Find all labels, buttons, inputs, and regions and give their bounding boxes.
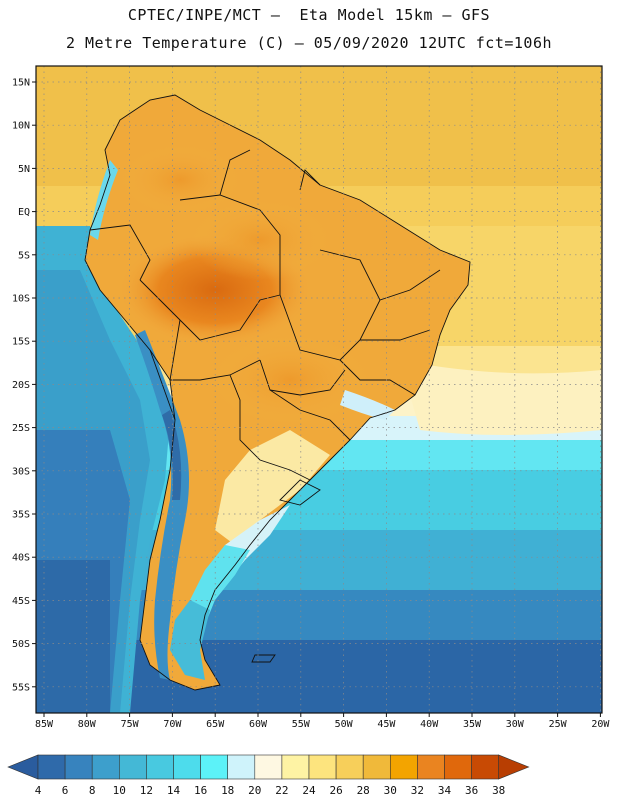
- longitude-label: 65W: [206, 719, 225, 730]
- colorbar-label: 20: [248, 784, 261, 797]
- colorbar-swatch: [200, 754, 229, 780]
- latitude-label: 15S: [12, 337, 30, 348]
- map-title-line2: 2 Metre Temperature (C) – 05/09/2020 12U…: [65, 34, 553, 52]
- longitude-label: 40W: [420, 719, 439, 730]
- latitude-labels: 15N 10N 5N EQ 5S 10S 15S 20S 25S 30S 35S 40S 45S 50S 5…: [12, 78, 36, 693]
- longitude-label: 70W: [163, 719, 182, 730]
- colorbar-label: 6: [62, 784, 69, 797]
- colorbar-label: 22: [275, 784, 288, 797]
- latitude-label: EQ: [18, 207, 30, 218]
- colorbar-label: 12: [140, 784, 153, 797]
- longitude-label: 80W: [78, 719, 97, 730]
- colorbar-swatch: [146, 754, 174, 780]
- colorbar-label: 16: [194, 784, 207, 797]
- longitude-label: 35W: [463, 719, 482, 730]
- latitude-label: 45S: [12, 596, 30, 607]
- latitude-label: 40S: [12, 553, 30, 564]
- colorbar-label: 28: [357, 784, 370, 797]
- colorbar-swatch: [362, 754, 391, 780]
- colorbar-label: 34: [438, 784, 452, 797]
- temperature-field: [36, 66, 602, 713]
- colorbar-label: 24: [302, 784, 316, 797]
- colorbar-label: 30: [384, 784, 397, 797]
- latitude-label: 50S: [12, 639, 30, 650]
- latitude-label: 5N: [18, 164, 30, 175]
- colorbar-swatch: [64, 754, 93, 780]
- longitude-label: 60W: [249, 719, 268, 730]
- country-borders: [84, 94, 471, 691]
- colorbar-swatch: [37, 754, 66, 780]
- colorbar-label: 32: [411, 784, 424, 797]
- latitude-label: 30S: [12, 466, 30, 477]
- colorbar-label: 18: [221, 784, 234, 797]
- colorbar-label: 38: [492, 784, 505, 797]
- colorbar-swatch: [227, 754, 256, 780]
- latitude-label: 20S: [12, 380, 30, 391]
- colorbar-label: 10: [113, 784, 126, 797]
- longitude-labels: 85W 80W 75W 70W 65W 60W 55W 50W 45W 40W 35W 30W 25W 2…: [35, 713, 610, 730]
- colorbar-swatch: [91, 754, 120, 780]
- colorbar-label: 26: [329, 784, 342, 797]
- latitude-label: 10S: [12, 294, 30, 305]
- colorbar-swatch: [444, 754, 472, 780]
- longitude-label: 85W: [35, 719, 54, 730]
- colorbar-right-arrow: [498, 754, 530, 780]
- latitude-label: 10N: [12, 121, 30, 132]
- colorbar-label: 14: [167, 784, 181, 797]
- colorbar-swatch: [254, 754, 283, 780]
- longitude-label: 45W: [377, 719, 396, 730]
- map-title-line1: CPTEC/INPE/MCT – Eta Model 15km – GFS: [127, 6, 491, 24]
- colorbar-swatch: [173, 754, 201, 780]
- colorbar-label: 4: [35, 784, 42, 797]
- latitude-label: 5S: [18, 250, 30, 261]
- latitude-label: 15N: [12, 78, 30, 89]
- colorbar-swatch: [119, 754, 147, 780]
- colorbar-swatch: [335, 754, 364, 780]
- longitude-label: 75W: [121, 719, 140, 730]
- longitude-label: 20W: [591, 719, 610, 730]
- map-frame: [35, 65, 603, 714]
- latitude-label: 55S: [12, 682, 30, 693]
- latitude-label: 35S: [12, 510, 30, 521]
- longitude-label: 55W: [292, 719, 311, 730]
- colorbar-swatch: [471, 754, 500, 780]
- colorbar-label: 8: [89, 784, 96, 797]
- longitude-label: 30W: [506, 719, 525, 730]
- longitude-label: 50W: [335, 719, 354, 730]
- colorbar-left-arrow: [7, 754, 39, 780]
- graticule: [36, 66, 602, 713]
- longitude-label: 25W: [549, 719, 568, 730]
- colorbar-swatch: [281, 754, 310, 780]
- colorbar-legend: 4 6 8 10 12 14 16 18 20 22 24 26 28 30 32 34 36 38: [7, 754, 530, 797]
- colorbar-label: 36: [465, 784, 478, 797]
- colorbar-swatch: [308, 754, 337, 780]
- colorbar-swatch: [389, 754, 418, 780]
- colorbar-swatch: [417, 754, 445, 780]
- latitude-label: 25S: [12, 423, 30, 434]
